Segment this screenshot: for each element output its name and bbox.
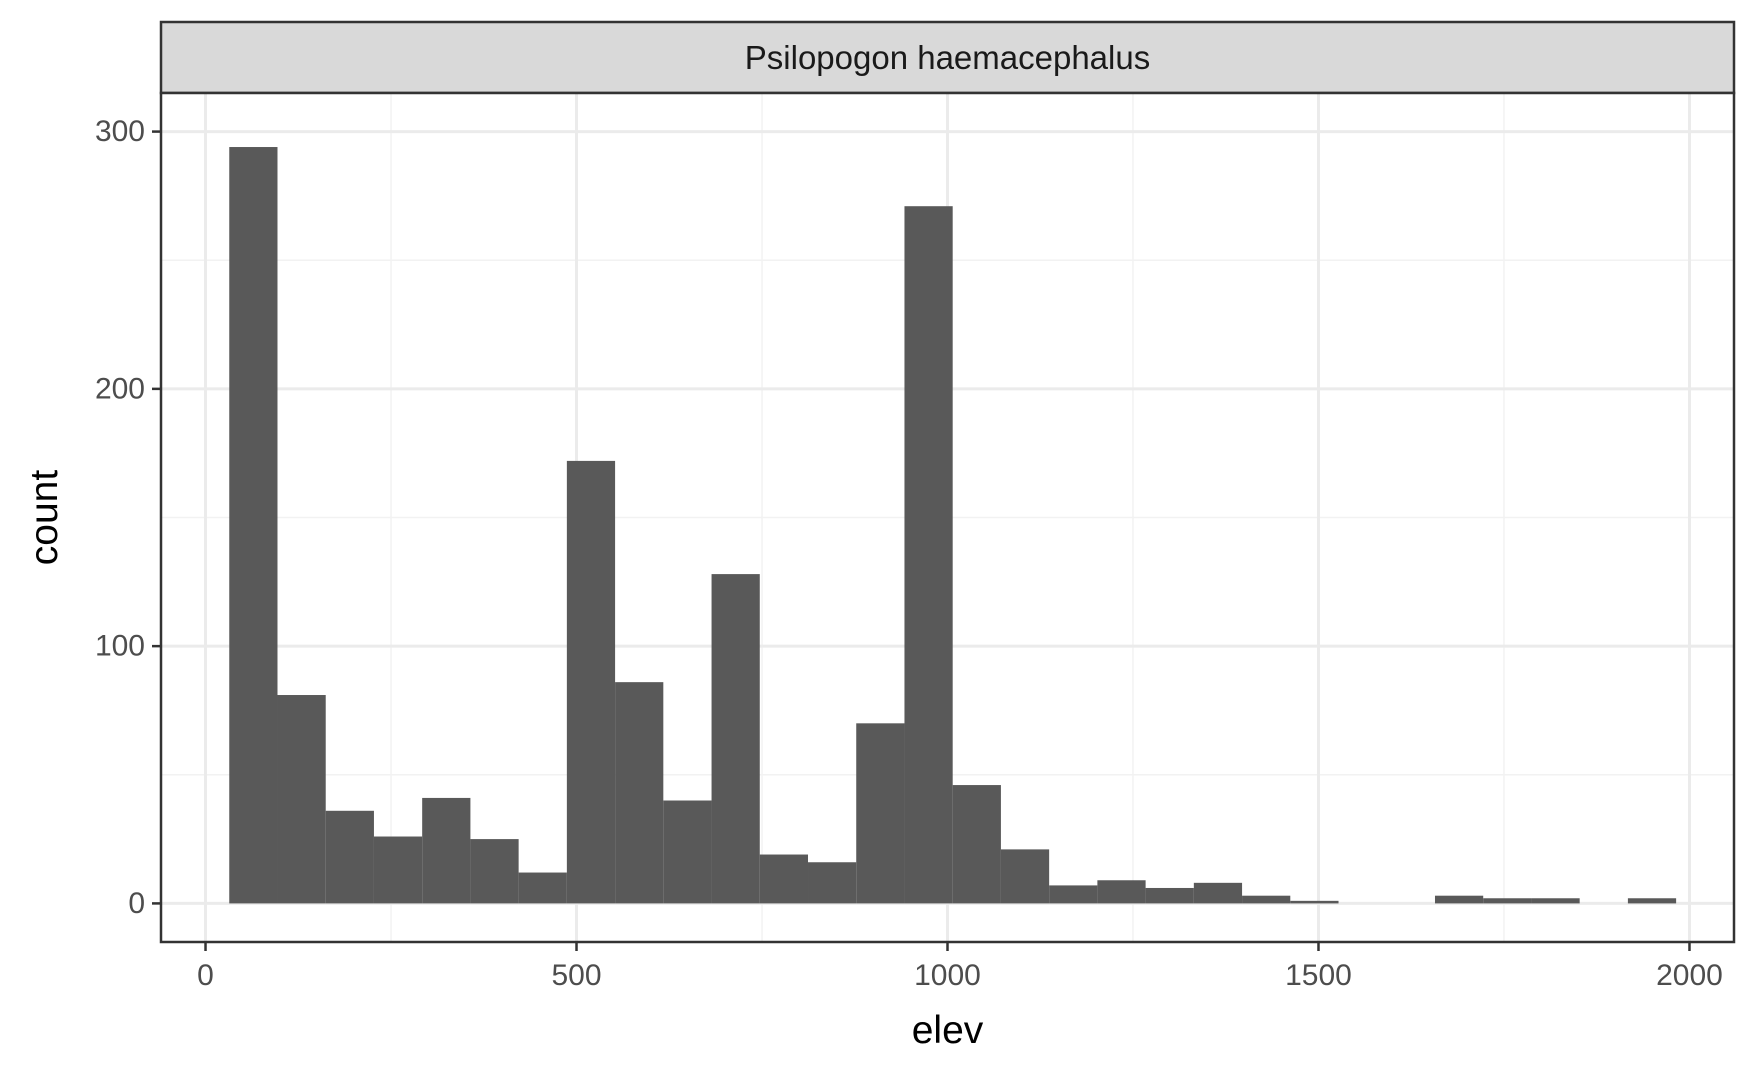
histogram-bar	[470, 839, 519, 904]
histogram-bar	[566, 460, 616, 904]
y-tick-label: 200	[95, 372, 145, 405]
facet-strip	[159, 20, 1736, 95]
x-tick-label: 2000	[1656, 959, 1723, 992]
histogram-bar	[422, 797, 471, 904]
histogram-bar	[1627, 898, 1677, 904]
histogram-bars	[229, 147, 1677, 904]
histogram-bar	[711, 574, 760, 904]
x-tick-label: 500	[551, 959, 601, 992]
histogram-bar	[904, 206, 953, 904]
histogram-bar	[808, 862, 857, 904]
histogram-bar	[1049, 885, 1098, 904]
histogram-bar	[277, 695, 326, 904]
y-tick-label: 0	[128, 887, 145, 920]
y-axis: 0 100 200 300	[95, 115, 161, 920]
histogram-bar	[1000, 849, 1050, 904]
histogram-bar	[856, 723, 905, 904]
histogram-bar	[229, 147, 278, 904]
histogram-bar	[1193, 882, 1243, 904]
histogram-bar	[1483, 898, 1532, 904]
y-tick-label: 300	[95, 115, 145, 148]
x-tick-label: 0	[197, 959, 214, 992]
x-tick-label: 1000	[914, 959, 981, 992]
histogram-bar	[663, 800, 712, 904]
x-axis: 0 500 1000 1500 2000	[197, 942, 1723, 992]
histogram-bar	[952, 785, 1001, 904]
histogram-bar	[1242, 895, 1291, 904]
histogram-bar	[615, 682, 664, 904]
histogram-bar	[759, 854, 809, 904]
histogram-bar	[1290, 900, 1339, 904]
histogram-bar	[1434, 895, 1484, 904]
y-axis-title: count	[23, 470, 66, 566]
histogram-bar	[325, 810, 374, 904]
y-tick-label: 100	[95, 630, 145, 663]
histogram-bar	[1531, 898, 1580, 904]
histogram-bar	[518, 872, 567, 904]
histogram-bar	[373, 836, 423, 904]
histogram-bar	[1097, 880, 1146, 904]
x-axis-title: elev	[912, 1009, 984, 1052]
x-tick-label: 1500	[1285, 959, 1352, 992]
histogram-bar	[1145, 887, 1194, 904]
facet-strip-label: Psilopogon haemacephalus	[745, 39, 1150, 76]
